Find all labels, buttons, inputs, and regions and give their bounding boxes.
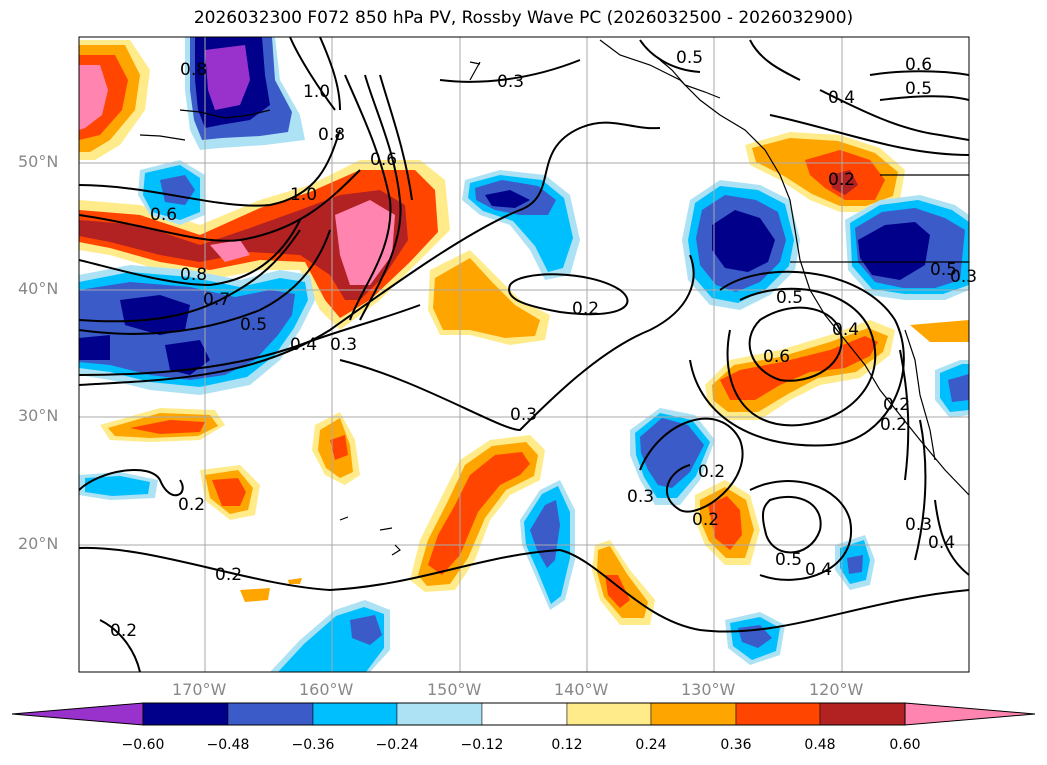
colorbar-tick-label: −0.48 [206,737,250,753]
contour-label: 0.2 [698,462,725,482]
pv-contours [79,37,969,672]
contour-label: 0.5 [930,260,957,280]
contour-label: 0.7 [203,290,230,310]
contour-label: 0.4 [828,88,855,108]
colorbar-segment [227,702,314,726]
pv-shading [79,37,969,672]
contour-label: 0.3 [497,72,524,92]
lon-label: 170°W [172,680,227,699]
contour-label: 0.6 [763,347,790,367]
colorbar-segment [819,702,906,726]
coastlines [139,39,969,556]
colorbar-tick-label: −0.36 [291,737,335,753]
colorbar-segment [566,702,652,726]
contour-label: 0.2 [215,565,242,585]
colorbar-tick-label: −0.60 [121,737,165,753]
contour-label: 0.4 [290,335,317,355]
lon-label: 130°W [681,680,736,699]
contour-label: 0.5 [905,79,932,99]
colorbar-min-extend [11,702,144,726]
contour-label: 0.2 [178,495,205,515]
colorbar-segment [735,702,821,726]
contour-label: 1.0 [290,185,317,205]
contour-label: 0.8 [318,125,345,145]
contour-label: 0.6 [370,150,397,170]
contour-label: 0.3 [627,487,654,507]
contour-label: 0.6 [905,55,932,75]
contour-label: 0.8 [180,265,207,285]
contour-label: 0.2 [880,415,907,435]
contour-label: 0.2 [692,510,719,530]
lon-label: 140°W [554,680,609,699]
lat-label: 50°N [18,152,59,171]
contour-label: 0.4 [928,533,955,553]
gridlines [79,37,969,672]
lat-label: 30°N [18,406,59,425]
contour-labels: 0.3 0.5 0.6 0.5 0.4 0.8 1.0 0.8 0.6 1.0 … [110,48,977,641]
lat-label: 20°N [18,534,59,553]
colorbar-tick-label: 0.48 [804,737,836,753]
colorbar-tick-label: 0.24 [635,737,667,753]
contour-label: 0.5 [776,288,803,308]
colorbar-tick-label: 0.12 [551,737,583,753]
colorbar-segment [650,702,737,726]
lon-label: 150°W [427,680,482,699]
colorbar-segment [142,702,229,726]
colorbar-max-extend [904,702,1036,726]
plot-frame [78,36,970,673]
contour-label: 0.2 [883,395,910,415]
map-title: 2026032300 F072 850 hPa PV, Rossby Wave … [193,8,854,28]
colorbar-tick-label: −0.12 [460,737,504,753]
contour-label: 1.0 [303,82,330,102]
colorbar-tick-label: −0.24 [375,737,419,753]
contour-label: 0.6 [150,205,177,225]
contour-label: 0.3 [950,267,977,287]
contour-label: 0.2 [572,299,599,319]
contour-label: 0.3 [510,405,537,425]
contour-label: 0.5 [240,315,267,335]
lat-label: 40°N [18,279,59,298]
colorbar-tick-label: 0.36 [720,737,752,753]
contour-label: 0.5 [775,550,802,570]
colorbar-segment [396,702,483,726]
colorbar [11,702,1036,726]
contour-label: 0.5 [676,48,703,68]
contour-label: 0.4 [805,560,832,580]
lon-label: 120°W [809,680,864,699]
lon-label: 160°W [299,680,354,699]
contour-label: 0.3 [905,515,932,535]
colorbar-segment [312,702,398,726]
contour-label: 0.2 [110,621,137,641]
contour-label: 0.4 [832,320,859,340]
contour-label: 0.3 [330,335,357,355]
contour-label: 0.8 [180,60,207,80]
colorbar-tick-label: 0.60 [889,737,921,753]
contour-label: 0.2 [828,170,855,190]
colorbar-segment [481,702,568,726]
